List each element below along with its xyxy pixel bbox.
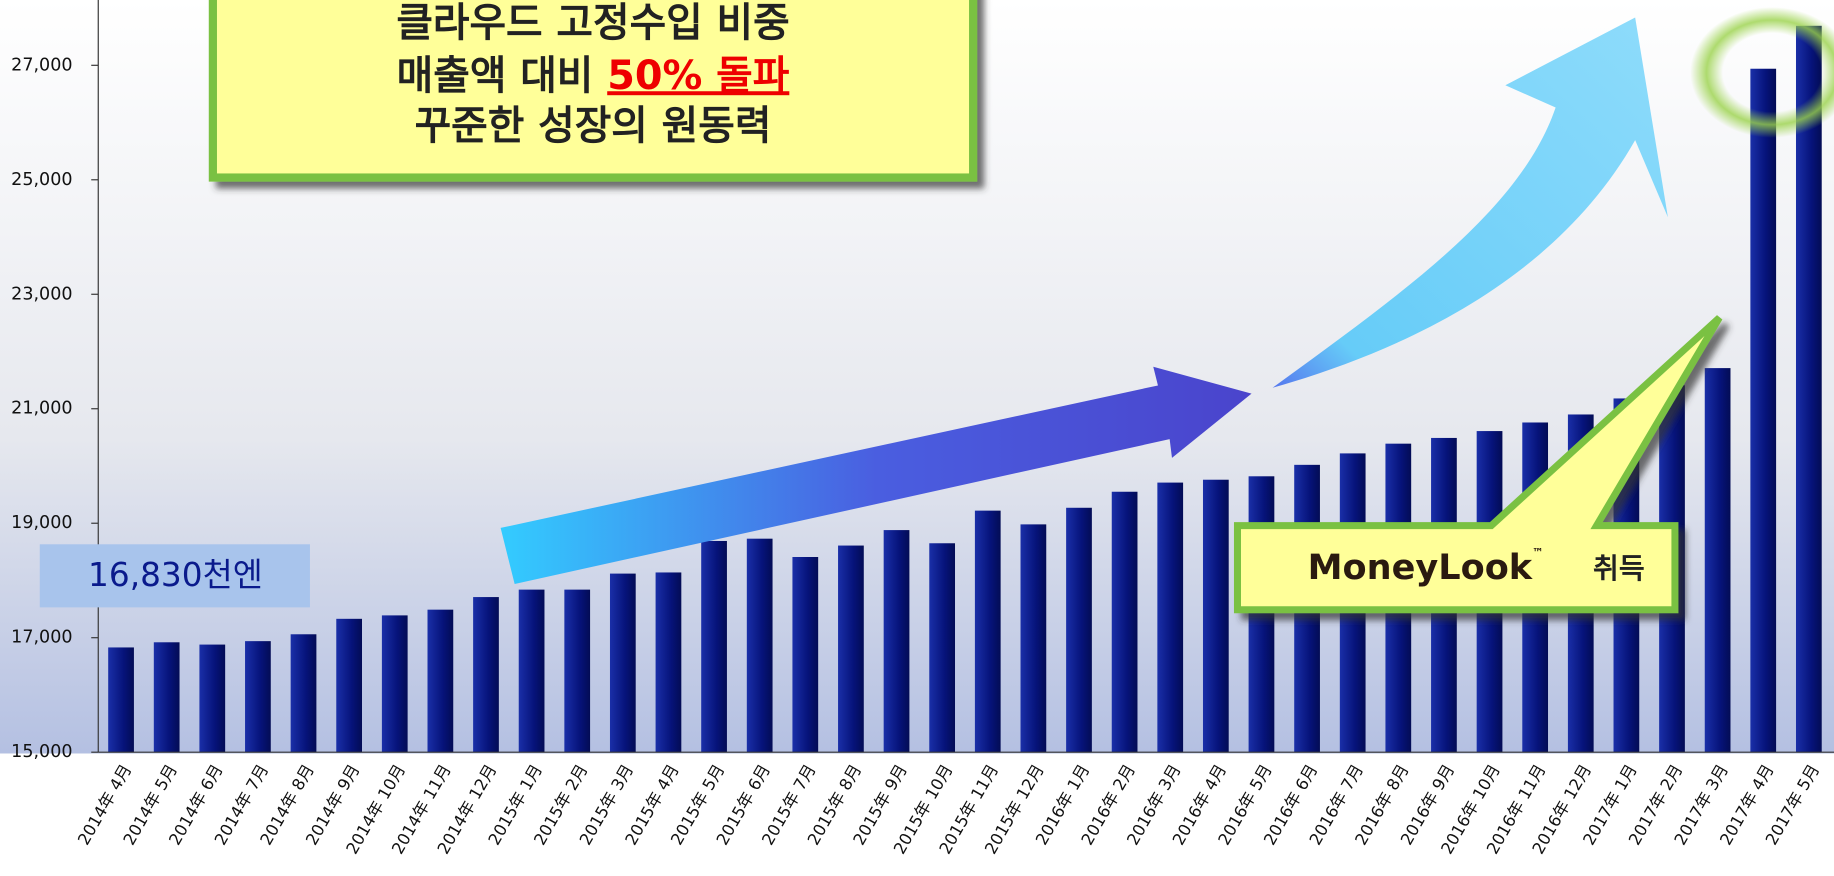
- bar: [564, 589, 591, 753]
- bar: [1704, 368, 1731, 753]
- bar: [746, 538, 773, 753]
- bar: [1066, 507, 1092, 753]
- bar: [518, 589, 545, 753]
- bar: [883, 530, 910, 753]
- y-tick-label: 23,000: [11, 284, 72, 304]
- bar: [655, 572, 682, 753]
- bar: [1111, 491, 1138, 753]
- bar: [1202, 479, 1229, 753]
- headline-emphasis: 50% 돌파: [607, 53, 790, 99]
- bar: [427, 609, 454, 753]
- logo-text: MoneyLook: [1308, 547, 1533, 588]
- bar: [108, 647, 134, 753]
- bar: [336, 618, 363, 753]
- y-tick-label: 25,000: [11, 170, 72, 190]
- headline-line: 클라우드 고정수입 비중: [396, 0, 789, 46]
- bar: [974, 510, 1001, 753]
- bar: [792, 557, 819, 753]
- headline-text: 매출액 대비: [397, 53, 608, 99]
- bar: [929, 543, 956, 753]
- jump-arrow: [1272, 17, 1668, 388]
- bar: [153, 642, 180, 753]
- bar: [290, 634, 317, 753]
- start-label-box: [39, 544, 310, 608]
- bar: [473, 597, 499, 753]
- logo: MoneyLook™: [1308, 545, 1544, 588]
- bar: [609, 573, 636, 753]
- headline-box: [208, 0, 978, 182]
- logo-suffix: 취득: [1593, 552, 1645, 585]
- logo-callout: [1233, 315, 1723, 614]
- bar: [838, 545, 864, 753]
- bar: [1795, 25, 1822, 753]
- bar: [701, 540, 727, 753]
- y-tick-label: 27,000: [11, 55, 72, 75]
- bar: [1248, 476, 1275, 753]
- logo-mark: ™: [1532, 545, 1544, 559]
- y-tick-label: 21,000: [11, 399, 72, 419]
- headline-line: 꾸준한 성장의 원동력: [415, 103, 772, 149]
- bar: [1157, 482, 1184, 753]
- bar: [1750, 68, 1777, 753]
- y-tick-label: 19,000: [11, 513, 72, 533]
- headline-line: 매출액 대비 50% 돌파: [397, 53, 790, 99]
- bar: [1020, 524, 1047, 753]
- highlight-glow: [1690, 7, 1834, 138]
- y-tick-label: 15,000: [11, 742, 72, 762]
- bar: [245, 641, 271, 753]
- bar: [381, 615, 408, 753]
- start-label: 16,830천엔: [88, 556, 263, 594]
- growth-arrow: [500, 366, 1252, 584]
- y-tick-label: 17,000: [11, 628, 72, 648]
- bar: [199, 644, 226, 753]
